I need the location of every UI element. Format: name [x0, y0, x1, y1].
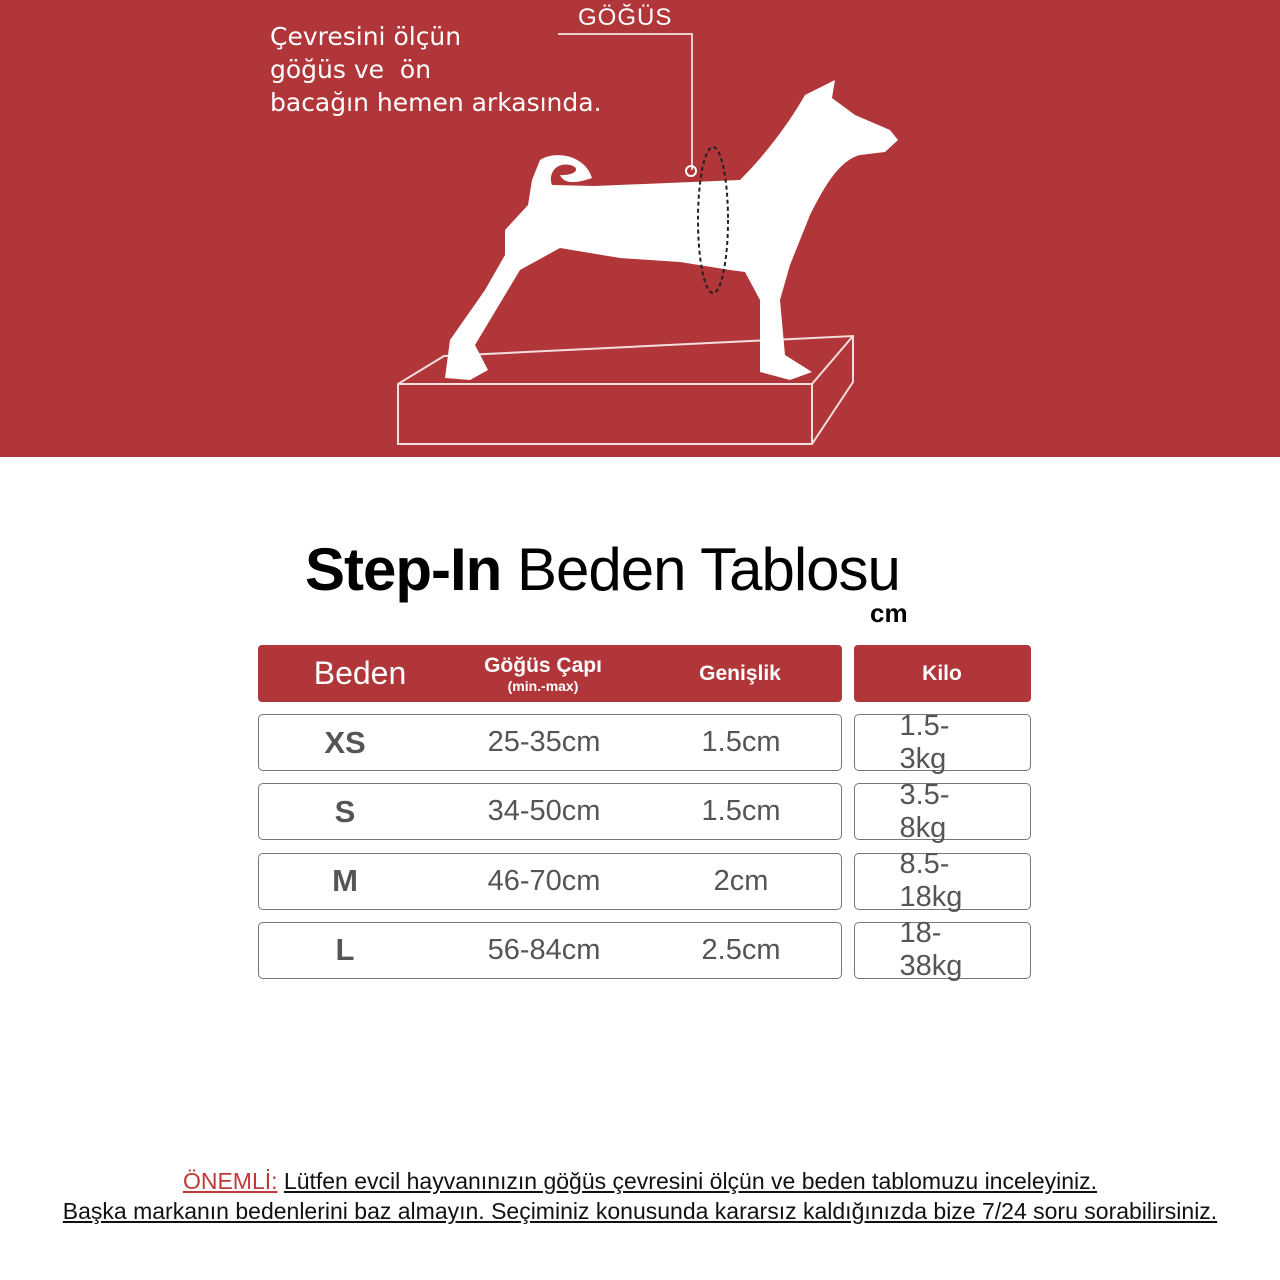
box-icon	[397, 334, 854, 445]
dog-silhouette-icon	[445, 80, 898, 380]
table-row: M 46-70cm 2cm	[258, 852, 842, 910]
table-row: L 56-84cm 2.5cm	[258, 921, 842, 979]
cell-chest: 56-84cm	[487, 933, 601, 966]
note-line-2: Başka markanın bedenlerini baz almayın. …	[0, 1198, 1280, 1225]
note-label: ÖNEMLİ:	[182, 1168, 278, 1194]
table-row-weight: 1.5-3kg	[854, 709, 1031, 775]
table-row-weight: 8.5-18kg	[854, 848, 1031, 914]
title-bold: Step-In	[305, 536, 502, 603]
illustration-panel: Çevresini ölçün göğüs ve ön bacağın heme…	[0, 0, 1280, 457]
cell-chest: 34-50cm	[487, 795, 601, 828]
cell-weight: 1.5-3kg	[899, 709, 950, 775]
title-regular: Beden Tablosu	[517, 536, 901, 603]
cell-chest: 25-35cm	[487, 726, 601, 758]
cell-weight: 8.5-18kg	[899, 848, 963, 914]
table-row: XS 25-35cm 1.5cm	[258, 714, 842, 771]
chest-measure-ring	[697, 146, 729, 294]
unit-label: cm	[870, 598, 908, 628]
note-text-1: Lütfen evcil hayvanınızın göğüs çevresin…	[283, 1168, 1098, 1194]
cell-chest: 46-70cm	[487, 864, 601, 897]
table-header-weight: Kilo	[854, 645, 1031, 702]
cell-weight: 3.5-8kg	[899, 778, 950, 844]
pointer-line	[558, 33, 693, 170]
table-row: S 34-50cm 1.5cm	[258, 783, 842, 841]
header-chest: Göğüs Çapı (min.-max)	[484, 645, 602, 702]
cell-width: 2.5cm	[701, 933, 781, 966]
table-header: Beden Göğüs Çapı (min.-max) Genişlik	[258, 645, 842, 702]
header-chest-sub: (min.-max)	[507, 677, 579, 694]
header-weight: Kilo	[922, 661, 962, 685]
table-row-weight: 18-38kg	[854, 917, 1031, 983]
cell-width: 1.5cm	[701, 726, 781, 758]
cell-weight: 18-38kg	[899, 917, 963, 983]
note-line-1: ÖNEMLİ: Lütfen evcil hayvanınızın göğüs …	[0, 1168, 1280, 1195]
table-row-weight: 3.5-8kg	[854, 778, 1031, 844]
note-text-2: Başka markanın bedenlerini baz almayın. …	[62, 1198, 1218, 1224]
cell-size: M	[332, 863, 358, 899]
header-width: Genişlik	[699, 661, 781, 685]
measure-label: GÖĞÜS	[578, 4, 673, 31]
cell-size: L	[335, 932, 355, 968]
cell-width: 1.5cm	[701, 795, 781, 828]
cell-size: S	[334, 793, 356, 829]
page-title: Step-In Beden Tablosu	[305, 535, 901, 604]
dog-illustration	[397, 33, 898, 445]
cell-width: 2cm	[713, 864, 769, 897]
cell-size: XS	[324, 724, 366, 760]
header-chest-label: Göğüs Çapı	[484, 653, 602, 677]
measure-instruction: Çevresini ölçün göğüs ve ön bacağın heme…	[270, 22, 602, 117]
header-size: Beden	[313, 655, 407, 691]
